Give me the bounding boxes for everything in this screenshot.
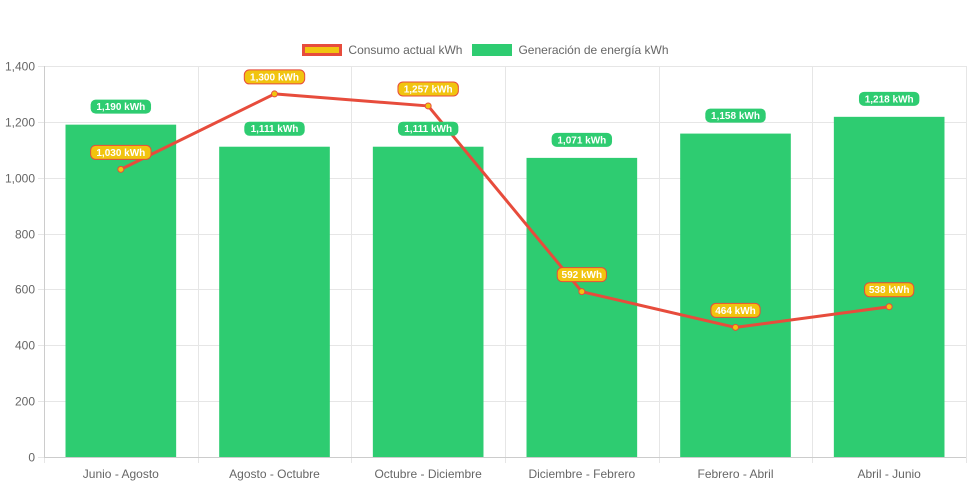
generation-bar xyxy=(680,133,791,457)
generation-data-label-text: 1,158 kWh xyxy=(711,111,760,122)
generation-data-label: 1,111 kWh xyxy=(244,121,305,136)
x-tick-label: Octubre - Diciembre xyxy=(374,467,482,481)
x-tick-label: Agosto - Octubre xyxy=(229,467,320,481)
generation-data-label: 1,190 kWh xyxy=(90,99,152,114)
generation-data-label: 1,218 kWh xyxy=(858,91,920,106)
y-tick-label: 1,400 xyxy=(5,60,35,74)
consumption-data-label: 1,300 kWh xyxy=(243,69,306,85)
generation-data-label: 1,111 kWh xyxy=(397,121,459,136)
consumption-data-label-bg xyxy=(397,81,459,97)
generation-data-label-text: 1,111 kWh xyxy=(251,124,299,135)
legend-label-consumo: Consumo actual kWh xyxy=(348,43,463,57)
consumption-data-label-bg xyxy=(864,282,915,298)
consumption-point xyxy=(271,90,278,98)
generation-data-label: 1,071 kWh xyxy=(551,132,613,147)
y-tick-label: 600 xyxy=(15,283,35,297)
generation-data-label-bg xyxy=(551,132,613,147)
generation-bar xyxy=(372,146,484,458)
generation-data-label-bg xyxy=(858,91,920,106)
consumption-data-label-text: 464 kWh xyxy=(715,306,756,317)
generation-data-label: 1,158 kWh xyxy=(705,108,766,123)
legend-swatch-generacion xyxy=(472,44,513,56)
consumption-point xyxy=(578,288,586,296)
consumption-data-label-text: 592 kWh xyxy=(562,270,603,281)
consumption-point xyxy=(732,323,739,331)
generation-data-label-text: 1,190 kWh xyxy=(96,102,145,113)
legend-swatch-consumo xyxy=(302,44,343,56)
y-tick-label: 400 xyxy=(15,339,35,353)
y-tick-label: 800 xyxy=(15,228,35,242)
generation-data-label-text: 1,111 kWh xyxy=(404,124,452,135)
consumption-data-label: 592 kWh xyxy=(556,267,607,283)
y-tick-label: 0 xyxy=(28,451,35,465)
x-tick-label: Abril - Junio xyxy=(857,467,921,481)
y-tick-label: 1,200 xyxy=(5,116,35,130)
generation-data-label-bg xyxy=(705,108,766,123)
consumption-line xyxy=(120,92,890,329)
consumption-data-label-bg xyxy=(90,144,152,160)
consumption-point xyxy=(424,102,432,110)
x-tick-label: Diciembre - Febrero xyxy=(528,467,635,481)
legend-label-generacion: Generación de energía kWh xyxy=(518,43,669,57)
x-tick-label: Febrero - Abril xyxy=(697,467,773,481)
generation-bar xyxy=(526,157,638,457)
generation-data-label-text: 1,071 kWh xyxy=(557,135,606,146)
y-tick-label: 200 xyxy=(15,395,35,409)
consumption-point xyxy=(885,303,893,311)
consumption-data-label-bg xyxy=(710,302,761,318)
consumption-data-label: 538 kWh xyxy=(864,282,915,298)
consumption-data-label-bg xyxy=(556,267,607,283)
consumption-data-label-text: 1,257 kWh xyxy=(404,84,453,95)
consumption-data-label-text: 538 kWh xyxy=(869,285,910,296)
consumption-data-label-text: 1,030 kWh xyxy=(96,148,145,159)
chart-legend: Consumo actual kWh Generación de energía… xyxy=(0,42,971,58)
generation-bar xyxy=(219,146,330,458)
consumption-data-label: 464 kWh xyxy=(710,302,761,318)
legend-item-generacion[interactable]: Generación de energía kWh xyxy=(472,43,669,57)
generation-bar xyxy=(65,124,177,458)
generation-data-label-bg xyxy=(244,121,305,136)
generation-data-label-bg xyxy=(397,121,459,136)
y-tick-label: 1,000 xyxy=(5,172,35,186)
consumption-data-label-text: 1,300 kWh xyxy=(250,72,299,83)
x-tick-label: Junio - Agosto xyxy=(83,467,159,481)
consumption-data-label-bg xyxy=(243,69,306,85)
legend-item-consumo[interactable]: Consumo actual kWh xyxy=(302,43,462,57)
consumption-data-label: 1,030 kWh xyxy=(90,144,152,160)
generation-data-label-text: 1,218 kWh xyxy=(865,94,914,105)
generation-data-label-bg xyxy=(90,99,152,114)
consumption-point xyxy=(117,165,125,173)
consumption-data-label: 1,257 kWh xyxy=(397,81,459,97)
